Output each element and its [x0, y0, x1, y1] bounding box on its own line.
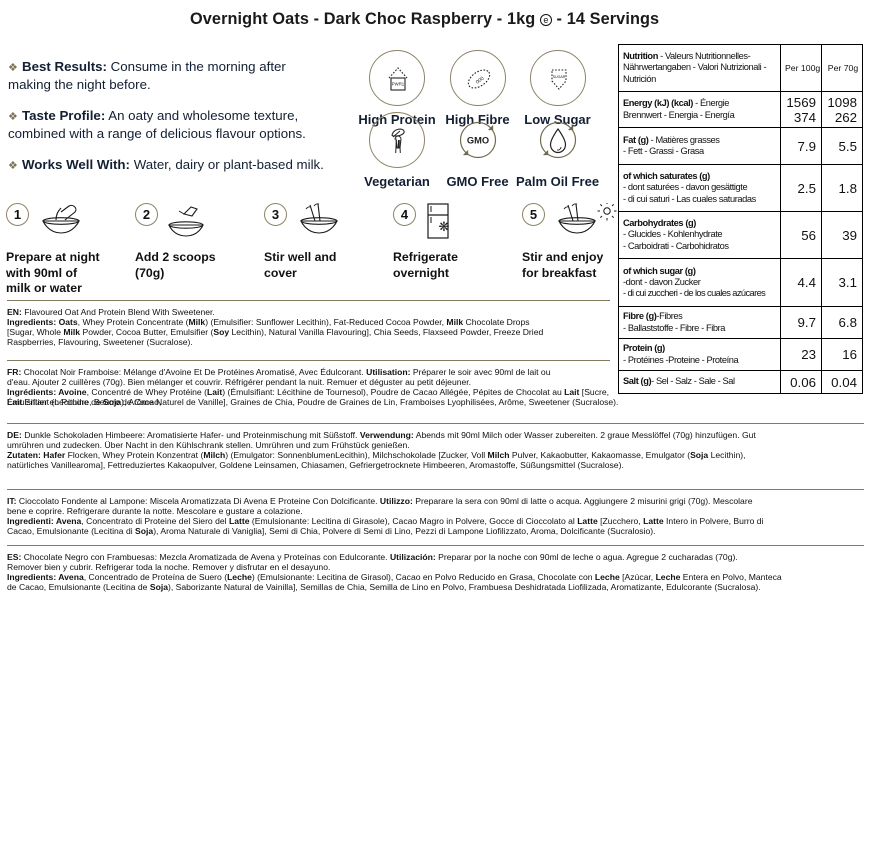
svg-text:GMO: GMO [466, 136, 488, 146]
svg-text:SUGAR: SUGAR [552, 75, 565, 79]
svg-text:❋: ❋ [439, 219, 450, 234]
svg-text:PWR1: PWR1 [392, 82, 405, 87]
